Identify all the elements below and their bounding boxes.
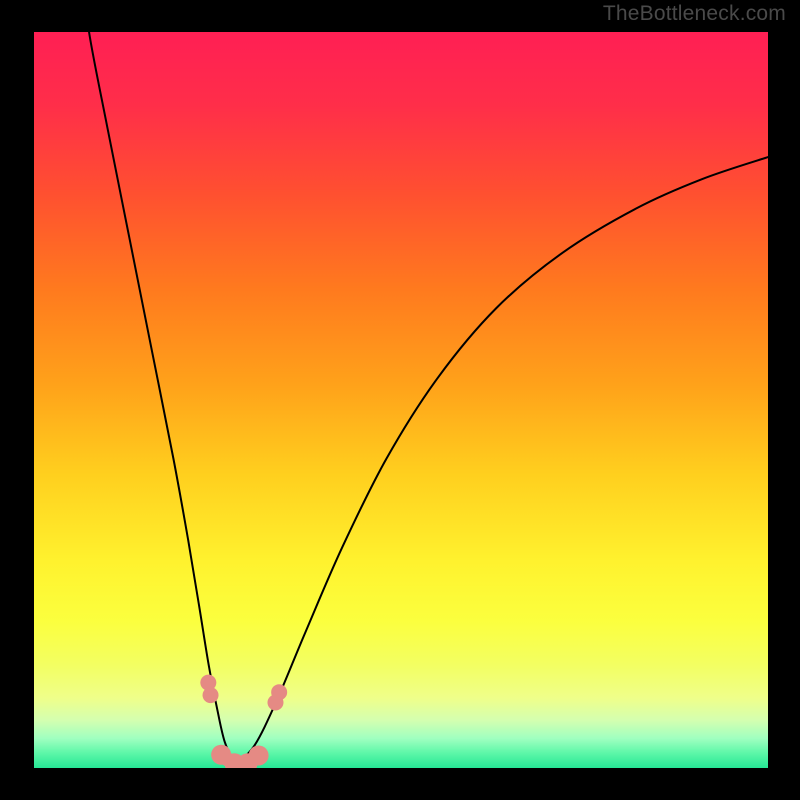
watermark-text: TheBottleneck.com xyxy=(603,2,786,26)
bead-point xyxy=(271,684,287,700)
root-canvas: TheBottleneck.com xyxy=(0,0,800,800)
plot-area xyxy=(34,32,768,768)
bead-point xyxy=(203,687,219,703)
bottleneck-chart xyxy=(0,0,800,800)
bead-point xyxy=(249,745,269,765)
